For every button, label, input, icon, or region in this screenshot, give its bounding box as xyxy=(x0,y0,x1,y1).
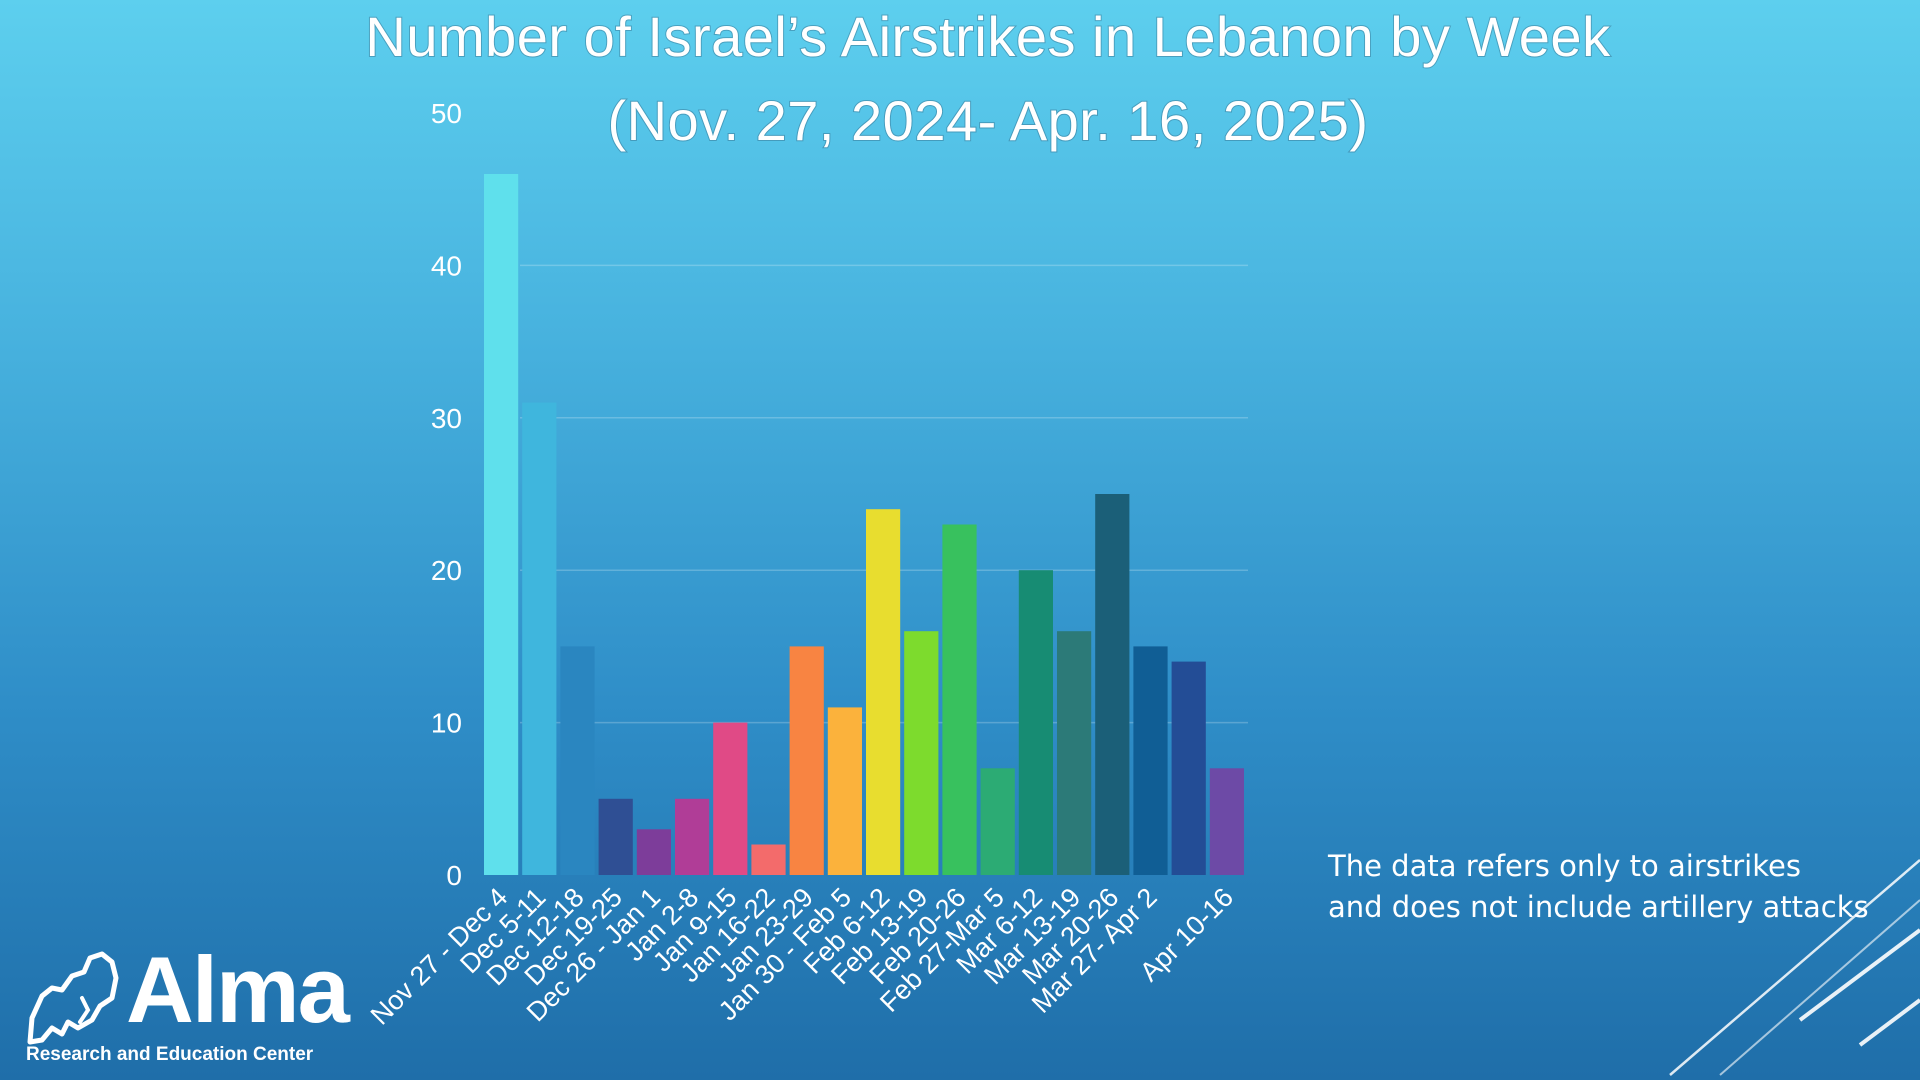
bar-2 xyxy=(522,402,557,875)
y-tick-label-10: 10 xyxy=(431,708,462,739)
y-tick-label-40: 40 xyxy=(431,250,462,281)
alma-logo: Alma Research and Education Center xyxy=(22,940,362,1070)
chart-title-line-2: (Nov. 27, 2024- Apr. 16, 2025) xyxy=(607,89,1368,152)
bar-19 xyxy=(1171,661,1206,875)
data-note: The data refers only to airstrikes and d… xyxy=(1328,846,1888,928)
logo-wordmark: Alma xyxy=(126,937,350,1042)
bar-14 xyxy=(980,768,1015,875)
bar-1 xyxy=(484,174,519,875)
y-tick-label-0: 0 xyxy=(446,860,462,891)
bar-12 xyxy=(904,631,939,875)
bar-18 xyxy=(1133,646,1168,875)
bar-6 xyxy=(675,798,710,875)
decorative-lines xyxy=(1669,859,1920,1076)
y-tick-label-20: 20 xyxy=(431,555,462,586)
bar-20 xyxy=(1209,768,1244,875)
bar-7 xyxy=(713,722,748,875)
bar-8 xyxy=(751,844,786,875)
bar-15 xyxy=(1018,570,1053,875)
y-tick-label-30: 30 xyxy=(431,403,462,434)
bar-10 xyxy=(827,707,862,875)
bar-5 xyxy=(636,829,671,875)
bar-11 xyxy=(866,509,901,875)
bar-4 xyxy=(598,798,633,875)
logo-subtitle: Research and Education Center xyxy=(26,1044,314,1065)
note-line-1: The data refers only to airstrikes xyxy=(1328,849,1801,883)
note-line-2: and does not include artillery attacks xyxy=(1328,890,1869,924)
bar-3 xyxy=(560,646,595,875)
bar-9 xyxy=(789,646,824,875)
chart-title-line-1: Number of Israel’s Airstrikes in Lebanon… xyxy=(365,5,1611,68)
bar-16 xyxy=(1057,631,1092,875)
lebanon-map-icon xyxy=(27,951,119,1045)
bar-13 xyxy=(942,524,977,875)
bar-17 xyxy=(1095,494,1130,875)
y-tick-label-50: 50 xyxy=(431,98,462,129)
